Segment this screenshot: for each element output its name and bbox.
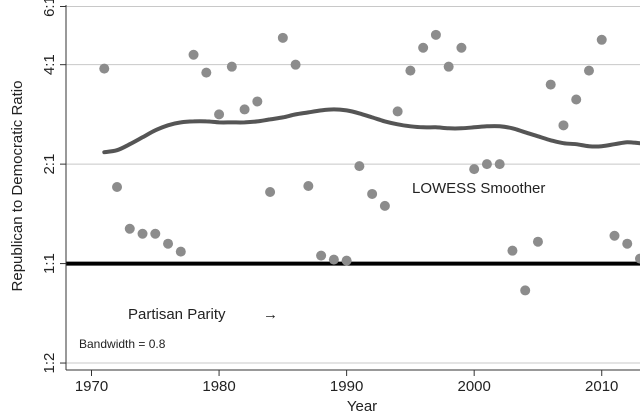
data-point [532,236,543,247]
data-point [635,253,640,264]
data-point [163,238,174,249]
y-tick-label: 1:2 [41,353,58,374]
data-point [494,159,505,170]
data-point [481,159,492,170]
data-point [405,65,416,76]
data-point [99,63,110,74]
data-point [239,104,250,115]
data-point [201,67,212,78]
parity-label: Partisan Parity [128,306,226,323]
data-point [124,223,135,234]
data-point [558,120,569,131]
data-point [188,49,199,60]
x-tick-label: 1970 [75,378,108,395]
x-tick-label: 1980 [202,378,235,395]
data-point [507,245,518,256]
parity-arrow-icon: → [263,306,278,323]
data-point [596,34,607,45]
data-point [443,61,454,72]
data-point [341,255,352,266]
lowess-smoother-line [102,107,640,155]
y-tick-label: 1:1 [41,253,58,274]
data-point [520,285,531,296]
y-tick-labels: 1:2 1:1 2:1 4:1 6:1 [41,0,58,373]
data-point [392,106,403,117]
data-point [214,109,225,120]
data-point [571,94,582,105]
data-point [175,246,186,257]
data-point [609,230,620,241]
x-tick-labels: 1970 1980 1990 2000 2010 [75,378,619,395]
data-point [354,161,365,172]
data-point [545,79,556,90]
data-point [303,181,314,192]
data-point [252,96,263,107]
data-point [150,228,161,239]
x-tick-label: 1990 [330,378,363,395]
lowess-label: LOWESS Smoother [412,180,545,197]
data-point [328,254,339,265]
data-point [379,200,390,211]
data-point [367,188,378,199]
data-point [137,228,148,239]
x-axis-title: Year [347,398,377,415]
data-point [430,29,441,40]
y-tick-label: 2:1 [41,154,58,175]
y-tick-label: 4:1 [41,54,58,75]
data-point [265,186,276,197]
x-tick-label: 2010 [585,378,618,395]
x-tick-label: 2000 [457,378,490,395]
data-point [469,164,480,175]
data-point [112,182,123,193]
data-point [226,61,237,72]
data-point [290,59,301,70]
data-point [418,42,429,53]
bandwidth-note: Bandwidth = 0.8 [79,337,166,351]
data-point [622,238,633,249]
y-axis-title: Republican to Democratic Ratio [9,81,26,292]
lowess-smoother-path [102,107,640,155]
data-point [583,65,594,76]
axes [60,5,640,376]
data-point [456,42,467,53]
y-tick-label: 6:1 [41,0,58,17]
data-point [316,250,327,261]
data-points [99,29,640,296]
data-point [277,32,288,43]
